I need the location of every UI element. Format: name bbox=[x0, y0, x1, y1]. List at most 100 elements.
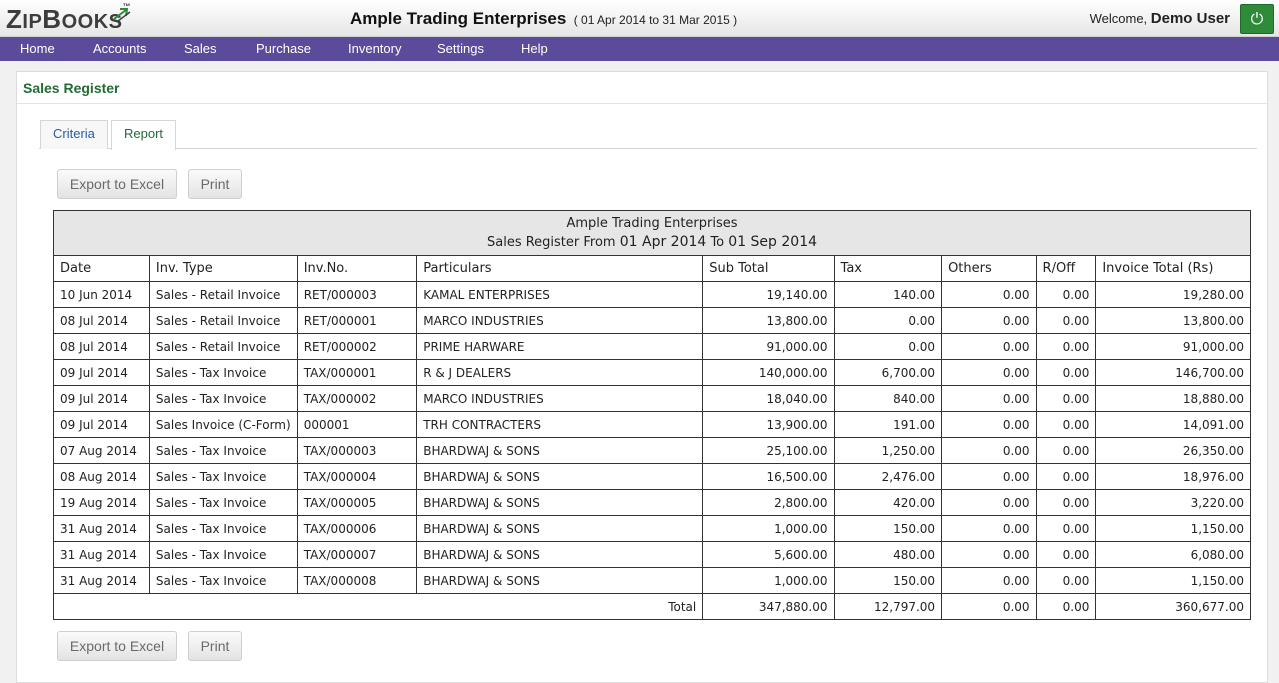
cell-particulars: PRIME HARWARE bbox=[416, 333, 704, 360]
cell-others: 0.00 bbox=[941, 411, 1037, 438]
cell-roff: 0.00 bbox=[1035, 437, 1097, 464]
cell-tax: 191.00 bbox=[833, 411, 943, 438]
cell-others: 0.00 bbox=[941, 333, 1037, 360]
total-others: 0.00 bbox=[941, 593, 1037, 620]
tab-report[interactable]: Report bbox=[111, 120, 177, 150]
nav-item-home[interactable]: Home bbox=[20, 41, 55, 56]
cell-inv-no: TAX/000004 bbox=[296, 463, 418, 490]
table-row: 07 Aug 2014 Sales - Tax Invoice TAX/000003… bbox=[53, 437, 1251, 464]
cell-date: 31 Aug 2014 bbox=[53, 515, 150, 542]
cell-others: 0.00 bbox=[941, 385, 1037, 412]
cell-sub-total: 91,000.00 bbox=[702, 333, 835, 360]
nav-item-help[interactable]: Help bbox=[521, 41, 548, 56]
cell-roff: 0.00 bbox=[1035, 515, 1097, 542]
table-row: 19 Aug 2014 Sales - Tax Invoice TAX/000005… bbox=[53, 489, 1251, 516]
cell-inv-type: Sales - Tax Invoice bbox=[148, 437, 298, 464]
report-from-date: 01 Apr 2014 bbox=[619, 234, 707, 250]
cell-particulars: TRH CONTRACTERS bbox=[416, 411, 704, 438]
cell-date: 10 Jun 2014 bbox=[53, 281, 150, 308]
cell-date: 31 Aug 2014 bbox=[53, 567, 150, 594]
tab-criteria[interactable]: Criteria bbox=[40, 120, 108, 149]
cell-sub-total: 140,000.00 bbox=[702, 359, 835, 386]
nav-item-sales[interactable]: Sales bbox=[184, 41, 217, 56]
cell-roff: 0.00 bbox=[1035, 463, 1097, 490]
cell-others: 0.00 bbox=[941, 437, 1037, 464]
fiscal-period: ( 01 Apr 2014 to 31 Mar 2015 ) bbox=[573, 13, 738, 27]
total-invoice-total: 360,677.00 bbox=[1095, 593, 1251, 620]
cell-invoice-total: 18,880.00 bbox=[1095, 385, 1251, 412]
cell-inv-no: TAX/000008 bbox=[296, 567, 418, 594]
cell-tax: 0.00 bbox=[833, 333, 943, 360]
cell-date: 07 Aug 2014 bbox=[53, 437, 150, 464]
logo-letters: OOKS bbox=[61, 11, 123, 33]
nav-item-accounts[interactable]: Accounts bbox=[93, 41, 147, 56]
cell-roff: 0.00 bbox=[1035, 411, 1097, 438]
cell-invoice-total: 14,091.00 bbox=[1095, 411, 1251, 438]
table-row: 09 Jul 2014 Sales - Tax Invoice TAX/000001… bbox=[53, 359, 1251, 386]
table-row: 08 Jul 2014 Sales - Retail Invoice RET/000… bbox=[53, 333, 1251, 360]
logo-arrow-icon bbox=[113, 8, 131, 22]
sales-register-panel: Sales Register Criteria Report Export to… bbox=[16, 71, 1268, 683]
cell-particulars: MARCO INDUSTRIES bbox=[416, 385, 704, 412]
column-header-inv-no: Inv.No. bbox=[296, 255, 418, 282]
print-button-top[interactable]: Print bbox=[188, 169, 242, 199]
cell-roff: 0.00 bbox=[1035, 359, 1097, 386]
logout-power-button[interactable]: ⏻ bbox=[1240, 4, 1274, 34]
cell-inv-no: TAX/000002 bbox=[296, 385, 418, 412]
cell-date: 08 Jul 2014 bbox=[53, 333, 150, 360]
cell-roff: 0.00 bbox=[1035, 567, 1097, 594]
table-row: 09 Jul 2014 Sales Invoice (C-Form) 000001 T… bbox=[53, 411, 1251, 438]
column-header-invoice-total: Invoice Total (Rs) bbox=[1095, 255, 1251, 282]
cell-particulars: BHARDWAJ & SONS bbox=[416, 463, 704, 490]
cell-inv-no: TAX/000001 bbox=[296, 359, 418, 386]
cell-sub-total: 25,100.00 bbox=[702, 437, 835, 464]
logo-letter: Z bbox=[6, 4, 23, 34]
cell-particulars: KAMAL ENTERPRISES bbox=[416, 281, 704, 308]
cell-inv-type: Sales - Tax Invoice bbox=[148, 515, 298, 542]
export-excel-button-top[interactable]: Export to Excel bbox=[57, 169, 177, 199]
cell-invoice-total: 1,150.00 bbox=[1095, 567, 1251, 594]
company-heading: Ample Trading Enterprises ( 01 Apr 2014 … bbox=[350, 9, 737, 29]
cell-date: 31 Aug 2014 bbox=[53, 541, 150, 568]
cell-sub-total: 18,040.00 bbox=[702, 385, 835, 412]
nav-item-purchase[interactable]: Purchase bbox=[256, 41, 311, 56]
table-row: 09 Jul 2014 Sales - Tax Invoice TAX/000002… bbox=[53, 385, 1251, 412]
column-header-sub-total: Sub Total bbox=[702, 255, 835, 282]
cell-others: 0.00 bbox=[941, 307, 1037, 334]
welcome-text: Welcome, Demo User bbox=[1090, 10, 1230, 27]
cell-particulars: BHARDWAJ & SONS bbox=[416, 437, 704, 464]
cell-inv-type: Sales - Tax Invoice bbox=[148, 359, 298, 386]
cell-inv-type: Sales - Tax Invoice bbox=[148, 385, 298, 412]
report-header-row: Ample Trading Enterprises Sales Register… bbox=[53, 210, 1251, 256]
export-excel-button-bottom[interactable]: Export to Excel bbox=[57, 631, 177, 661]
cell-inv-no: TAX/000006 bbox=[296, 515, 418, 542]
nav-item-settings[interactable]: Settings bbox=[437, 41, 484, 56]
cell-date: 08 Jul 2014 bbox=[53, 307, 150, 334]
table-row: 08 Jul 2014 Sales - Retail Invoice RET/000… bbox=[53, 307, 1251, 334]
cell-invoice-total: 19,280.00 bbox=[1095, 281, 1251, 308]
cell-inv-no: TAX/000005 bbox=[296, 489, 418, 516]
cell-tax: 0.00 bbox=[833, 307, 943, 334]
cell-date: 08 Aug 2014 bbox=[53, 463, 150, 490]
cell-sub-total: 2,800.00 bbox=[702, 489, 835, 516]
cell-others: 0.00 bbox=[941, 567, 1037, 594]
cell-inv-no: TAX/000003 bbox=[296, 437, 418, 464]
sales-register-table: Ample Trading Enterprises Sales Register… bbox=[52, 210, 1251, 620]
print-button-bottom[interactable]: Print bbox=[188, 631, 242, 661]
cell-roff: 0.00 bbox=[1035, 333, 1097, 360]
zipbooks-logo[interactable]: ZIPBOOKS™ bbox=[6, 2, 131, 35]
cell-invoice-total: 6,080.00 bbox=[1095, 541, 1251, 568]
total-row: Total 347,880.00 12,797.00 0.00 0.00 360… bbox=[52, 593, 1251, 620]
logo-letters: IP bbox=[22, 11, 43, 33]
cell-inv-type: Sales - Tax Invoice bbox=[148, 541, 298, 568]
cell-tax: 2,476.00 bbox=[833, 463, 943, 490]
column-header-others: Others bbox=[941, 255, 1037, 282]
cell-particulars: BHARDWAJ & SONS bbox=[416, 567, 704, 594]
cell-sub-total: 19,140.00 bbox=[702, 281, 835, 308]
cell-inv-no: TAX/000007 bbox=[296, 541, 418, 568]
top-bar: ZIPBOOKS™ Ample Trading Enterprises ( 01… bbox=[0, 0, 1279, 37]
cell-inv-type: Sales - Retail Invoice bbox=[148, 281, 298, 308]
table-row: 08 Aug 2014 Sales - Tax Invoice TAX/000004… bbox=[53, 463, 1251, 490]
nav-item-inventory[interactable]: Inventory bbox=[348, 41, 402, 56]
cell-tax: 150.00 bbox=[833, 515, 943, 542]
